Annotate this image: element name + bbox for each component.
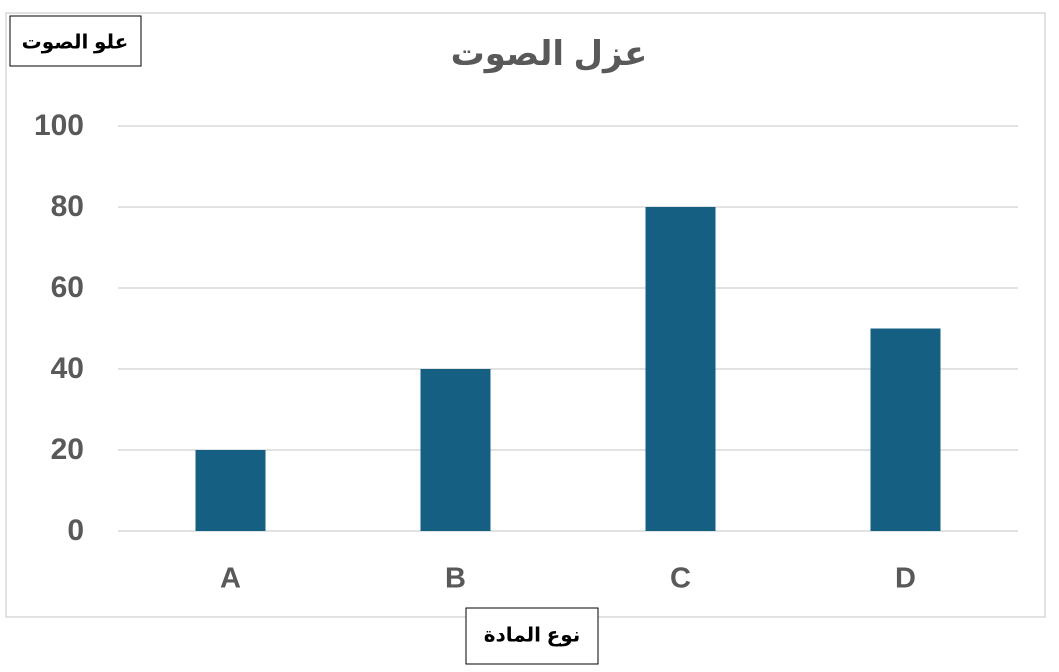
y-tick-label: 60 — [51, 271, 84, 304]
x-tick-label: D — [895, 563, 916, 595]
chart-title: عزل الصوت — [451, 35, 648, 74]
y-label-box — [9, 15, 142, 67]
x-tick-label: B — [445, 563, 466, 595]
x-tick-label: C — [670, 563, 691, 595]
y-tick-label: 0 — [67, 514, 84, 547]
bar — [195, 450, 266, 531]
y-tick-label: 100 — [34, 109, 84, 142]
x-tick-label: A — [220, 563, 241, 595]
y-tick-label: 20 — [51, 433, 84, 466]
x-label-box — [465, 607, 599, 665]
y-axis-label: علو الصوت — [22, 31, 129, 53]
y-tick-label: 40 — [51, 352, 84, 385]
bar — [870, 328, 941, 531]
bar — [645, 207, 716, 531]
bar — [420, 369, 491, 531]
x-axis-label: نوع المادة — [484, 624, 581, 646]
y-tick-label: 80 — [51, 190, 84, 223]
